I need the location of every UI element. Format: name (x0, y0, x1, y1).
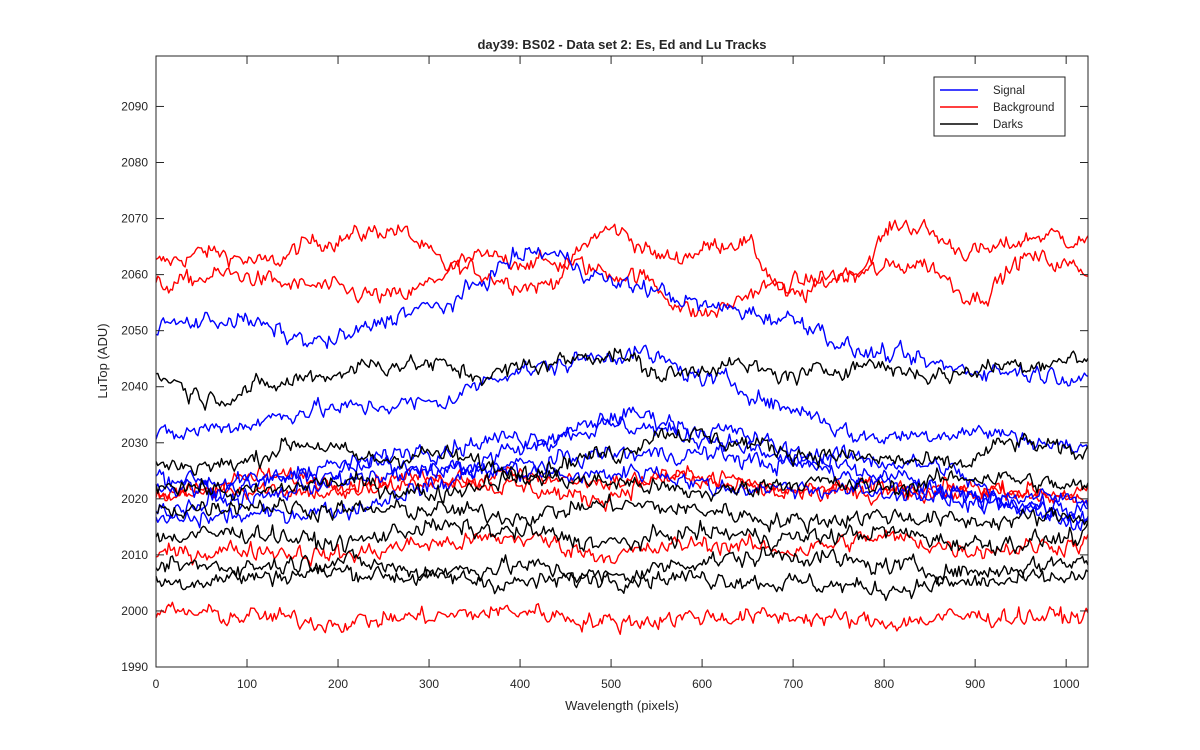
series-background-track-2 (155, 248, 1089, 318)
x-tick-label: 100 (237, 677, 257, 691)
legend: Signal Background Darks (933, 76, 1066, 137)
series-signal-track-1 (155, 246, 1089, 387)
x-tick-label: 700 (783, 677, 803, 691)
x-axis-label: Wavelength (pixels) (565, 698, 679, 713)
legend-label-darks: Darks (993, 119, 1023, 131)
x-tick-label: 600 (692, 677, 712, 691)
series-darks-track-2 (155, 427, 1089, 486)
y-tick-label: 2010 (121, 548, 148, 562)
x-axis: 0 100 200 300 400 500 600 700 800 900 1000 (153, 56, 1080, 691)
x-tick-label: 500 (601, 677, 621, 691)
y-tick-label: 2020 (121, 492, 148, 506)
series-signal-track-2 (155, 344, 1089, 454)
series-background-track-5 (155, 529, 1089, 567)
x-tick-label: 400 (510, 677, 530, 691)
y-tick-label: 2030 (121, 436, 148, 450)
series-darks-track-3 (155, 465, 1089, 504)
y-axis: 1990 2000 2010 2020 2030 2040 2050 2060 2070 2080… (121, 99, 1088, 674)
legend-label-background: Background (993, 102, 1054, 114)
x-tick-label: 1000 (1053, 677, 1080, 691)
x-tick-label: 200 (328, 677, 348, 691)
series-darks-track-1 (155, 347, 1089, 411)
series-background-track-1 (155, 218, 1089, 304)
y-axis-label: LuTop (ADU) (95, 323, 110, 398)
series-darks-track-5 (155, 518, 1089, 556)
x-tick-label: 0 (153, 677, 160, 691)
series-darks-track-7 (155, 564, 1089, 602)
y-tick-label: 2070 (121, 212, 148, 226)
series-signal-track-4 (155, 406, 1089, 529)
y-tick-label: 2050 (121, 324, 148, 338)
series-layer (155, 218, 1089, 635)
y-tick-label: 2060 (121, 268, 148, 282)
series-background-track-4 (155, 465, 1089, 512)
series-background-track-3 (155, 465, 1089, 506)
series-background-track-6 (155, 601, 1089, 635)
axes-box (155, 55, 1089, 668)
series-signal-track-5 (155, 454, 1089, 510)
x-tick-label: 800 (874, 677, 894, 691)
y-tick-label: 2040 (121, 380, 148, 394)
legend-label-signal: Signal (993, 85, 1025, 97)
y-tick-label: 1990 (121, 660, 148, 674)
series-signal-track-6 (155, 442, 1089, 531)
y-tick-label: 2080 (121, 156, 148, 170)
y-tick-label: 2090 (121, 99, 148, 113)
chart-title: day39: BS02 - Data set 2: Es, Ed and Lu … (477, 37, 766, 52)
x-tick-label: 900 (965, 677, 985, 691)
series-darks-track-4 (155, 493, 1089, 534)
x-tick-label: 300 (419, 677, 439, 691)
plot-area: 0 100 200 300 400 500 600 700 800 900 1000 1990 200… (121, 55, 1089, 691)
y-tick-label: 2000 (121, 604, 148, 618)
